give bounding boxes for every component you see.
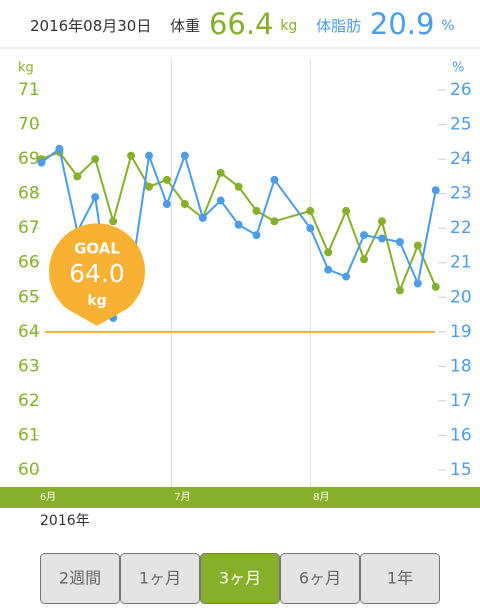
range-button[interactable]: 6ヶ月 <box>280 553 360 604</box>
goal-bubble <box>48 223 145 326</box>
data-point <box>324 248 333 257</box>
data-point <box>216 196 225 205</box>
y2-tick-label: 22 <box>450 218 472 238</box>
y2-tick-label: 16 <box>450 425 472 445</box>
y-tick-label: 67 <box>18 218 40 238</box>
y-tick-label: 70 <box>18 115 40 135</box>
button-bg <box>120 553 200 604</box>
data-point <box>145 151 153 160</box>
y2-tick-label: 23 <box>450 184 472 204</box>
y2-tick-label: 15 <box>450 460 472 480</box>
range-button[interactable]: 1年 <box>360 553 440 604</box>
button-label: 1ヶ月 <box>139 569 181 588</box>
fat-unit: % <box>441 18 454 34</box>
data-point <box>162 200 171 209</box>
y2-tick-label: 19 <box>450 322 472 342</box>
data-point <box>109 217 118 226</box>
data-point <box>73 172 82 181</box>
data-point <box>306 206 315 215</box>
data-point <box>234 220 243 229</box>
fat-value: 20.9 <box>370 7 435 41</box>
data-point <box>127 151 136 160</box>
range-button[interactable]: 1ヶ月 <box>120 553 200 604</box>
button-bg <box>200 553 280 604</box>
date: 2016年08月30日 <box>30 17 151 35</box>
data-point <box>252 206 261 215</box>
data-point <box>37 158 46 167</box>
data-point <box>270 175 279 184</box>
data-point <box>180 200 189 209</box>
y-tick-label: 66 <box>18 253 40 273</box>
y2-tick-label: 24 <box>450 149 472 169</box>
y2-tick-label: 25 <box>450 115 472 135</box>
data-point <box>360 231 369 240</box>
button-bg <box>40 553 120 604</box>
y-tick-label: 64 <box>18 322 40 342</box>
data-point <box>431 186 440 195</box>
data-point <box>431 282 440 291</box>
data-point <box>342 206 351 215</box>
y2-tick-label: 20 <box>450 287 472 307</box>
button-bg <box>280 553 360 604</box>
x-tick-label: 6月 <box>40 491 56 503</box>
data-point <box>395 238 404 247</box>
y2-tick-label: 17 <box>450 391 472 411</box>
button-label: 2週間 <box>59 569 101 588</box>
weight-unit: kg <box>280 18 297 34</box>
y-tick-label: 63 <box>18 356 40 376</box>
y2-axis-label: % <box>452 61 464 76</box>
data-point <box>360 255 369 264</box>
button-label: 6ヶ月 <box>299 569 341 588</box>
goal-title: GOAL <box>74 239 120 257</box>
data-point <box>377 217 386 226</box>
data-point <box>162 175 171 184</box>
y-tick-label: 65 <box>18 287 40 307</box>
y-tick-label: 71 <box>18 80 40 100</box>
button-label: 1年 <box>387 569 413 588</box>
weight-label: 体重 <box>170 17 200 35</box>
data-point <box>91 193 100 202</box>
y2-tick-label: 26 <box>450 80 472 100</box>
data-point <box>377 234 386 243</box>
y2-tick-label: 18 <box>450 356 472 376</box>
x-tick-label: 8月 <box>313 491 329 503</box>
data-point <box>91 155 100 164</box>
y-tick-label: 61 <box>18 425 40 445</box>
data-point <box>306 224 315 233</box>
data-point <box>270 217 279 226</box>
header: 2016年08月30日 体重 66.4 kg 体脂肪 20.9 % <box>30 7 455 41</box>
weight-value: 66.4 <box>209 7 274 41</box>
y-tick-label: 60 <box>18 460 40 480</box>
data-point <box>180 151 189 160</box>
y-axis-label: kg <box>18 61 34 76</box>
data-point <box>198 213 207 222</box>
range-button[interactable]: 2週間 <box>40 553 120 604</box>
data-point <box>55 144 64 153</box>
data-point <box>395 286 404 295</box>
y2-tick-label: 21 <box>450 253 472 273</box>
goal-value: 64.0 <box>69 259 125 288</box>
x-tick-label: 7月 <box>174 491 190 503</box>
series-line <box>41 150 437 294</box>
data-point <box>413 279 422 288</box>
button-bg <box>360 553 440 604</box>
fat-label: 体脂肪 <box>316 17 361 35</box>
data-point <box>145 182 153 191</box>
button-label: 3ヶ月 <box>219 569 261 588</box>
data-point <box>324 265 333 274</box>
goal-unit: kg <box>87 293 106 309</box>
range-button[interactable]: 3ヶ月 <box>200 553 280 604</box>
x-band <box>0 487 480 508</box>
y-tick-label: 69 <box>18 149 40 169</box>
y-tick-label: 68 <box>18 184 40 204</box>
data-point <box>413 241 422 250</box>
data-point <box>216 168 225 177</box>
data-point <box>234 182 243 191</box>
data-point <box>252 231 261 240</box>
x-axis-label: 2016年 <box>40 513 90 529</box>
data-point <box>342 272 351 281</box>
y-tick-label: 62 <box>18 391 40 411</box>
